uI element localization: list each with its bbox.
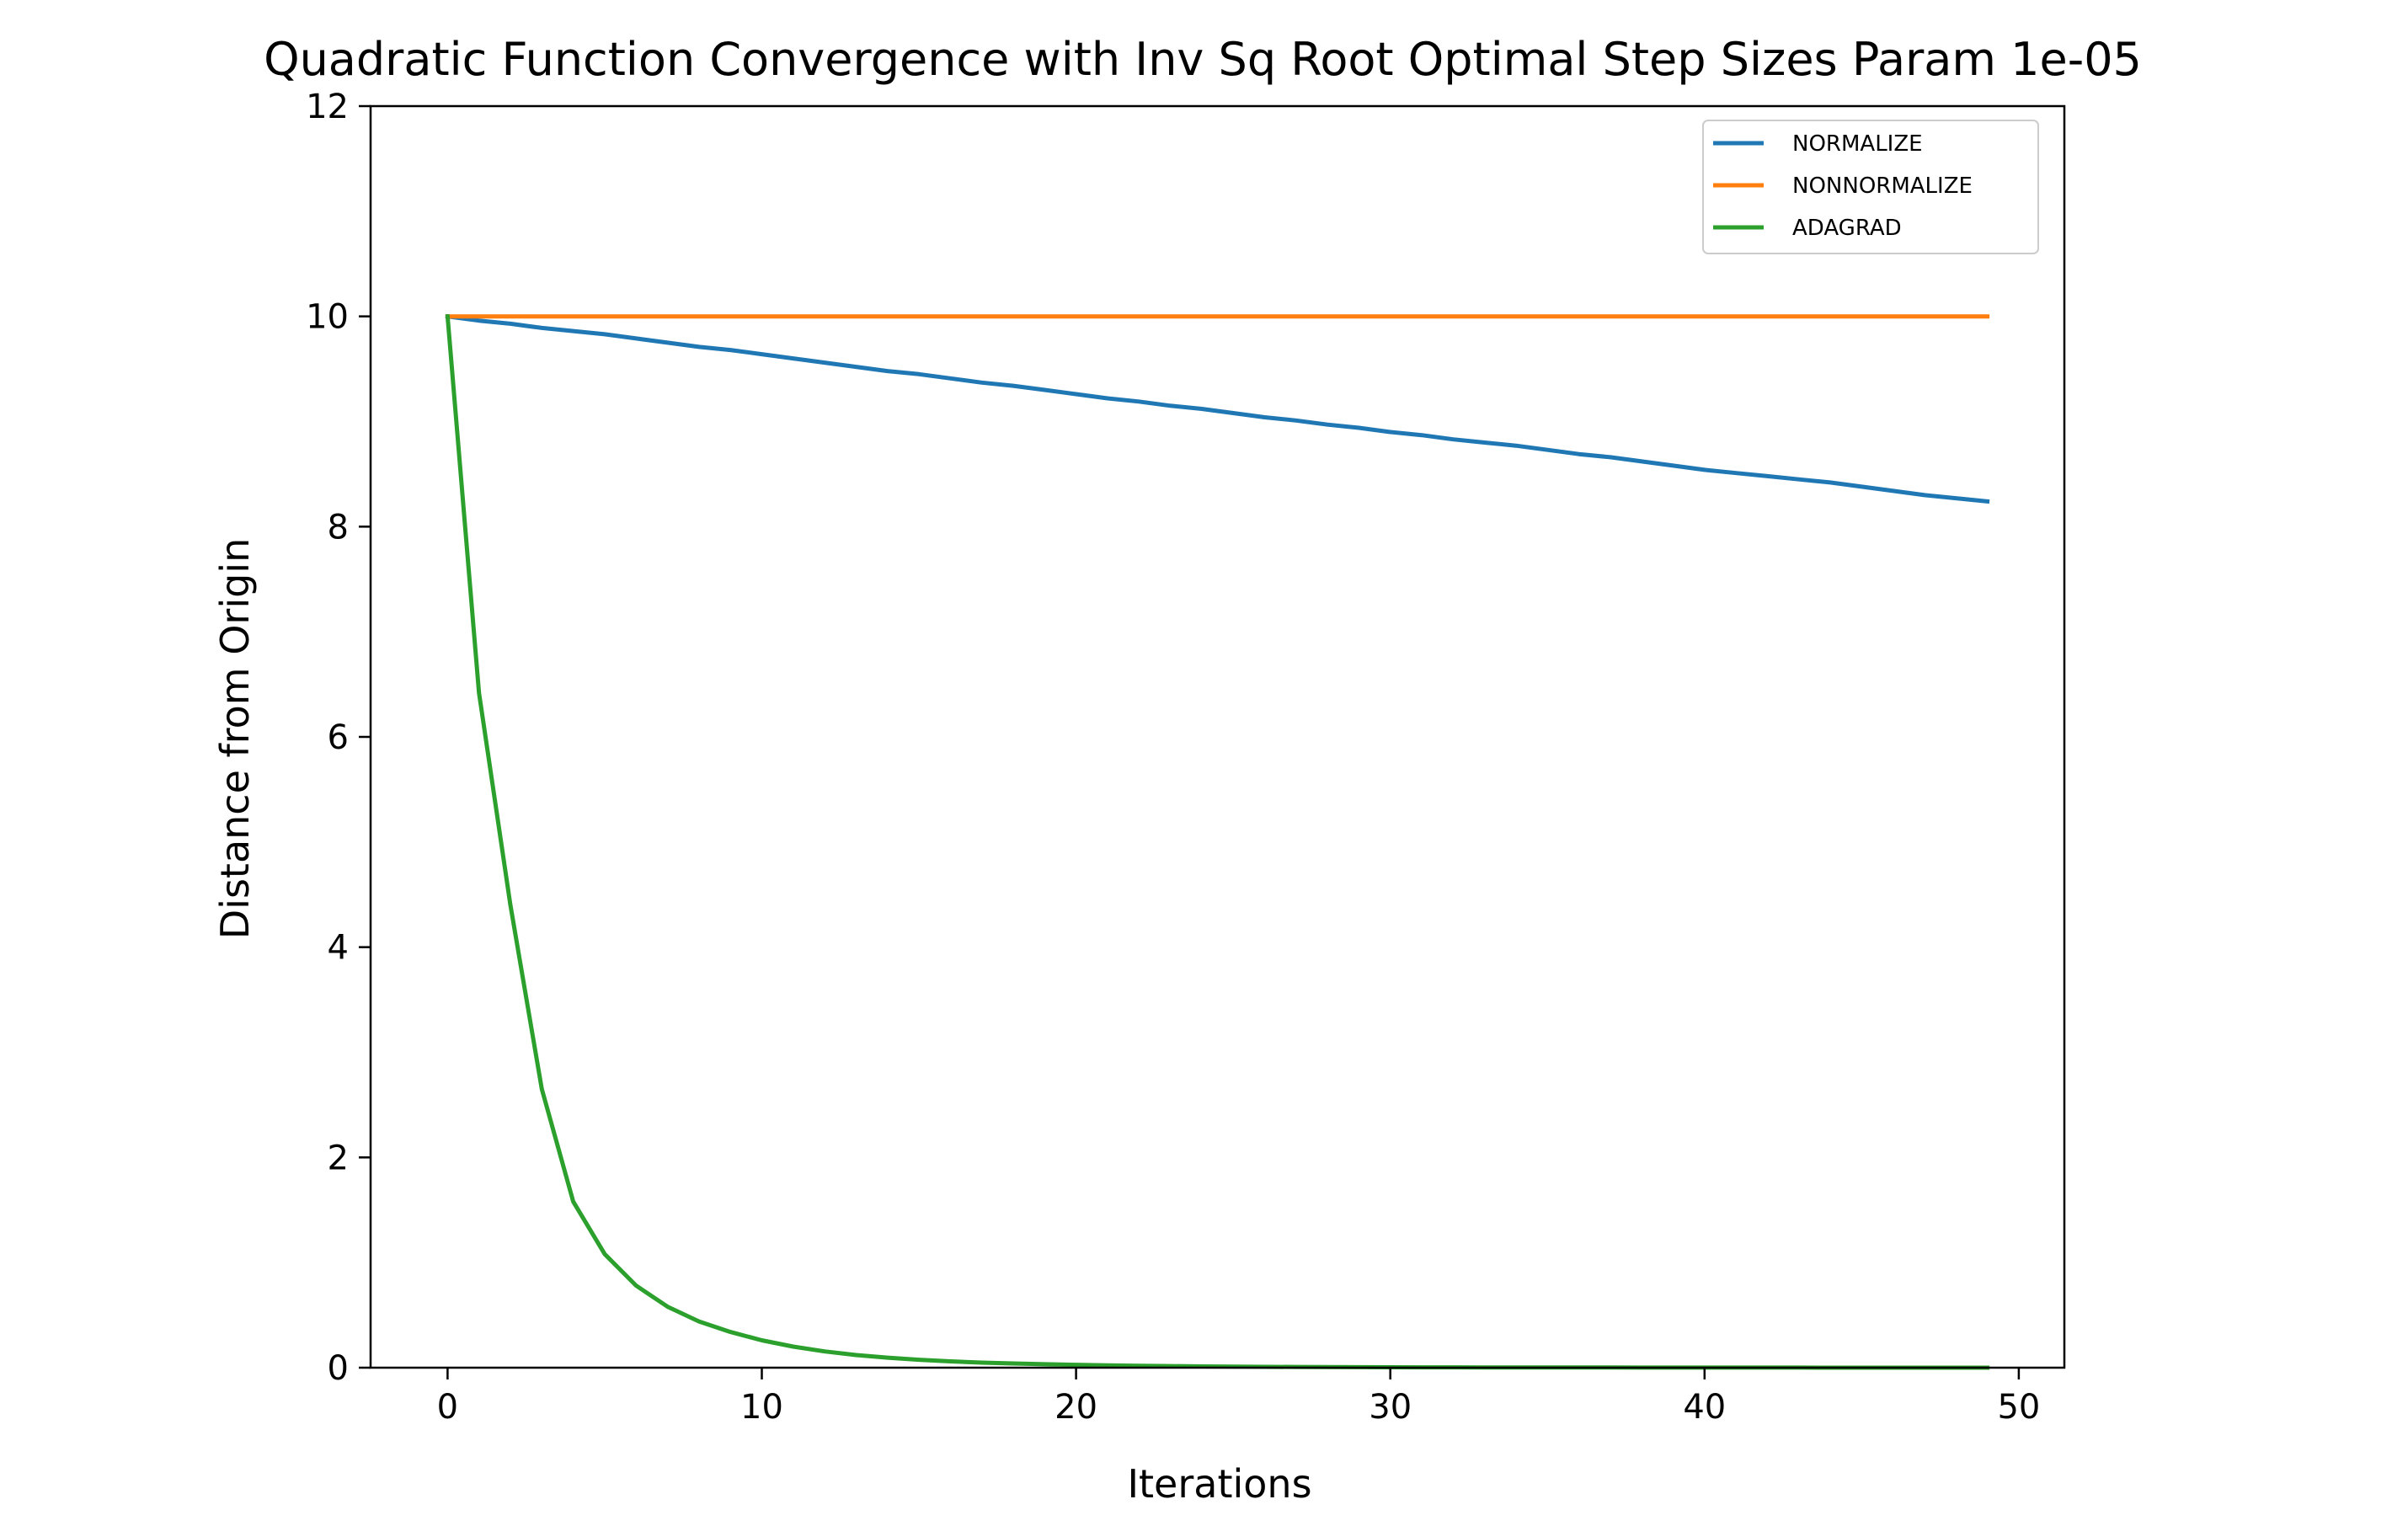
y-axis-label: Distance from Origin: [212, 538, 258, 939]
x-axis: 0 10 20 30 40 50: [437, 1368, 2040, 1427]
x-tick-label: 0: [437, 1388, 458, 1427]
legend-label-normalize: NORMALIZE: [1792, 131, 1923, 157]
y-tick-label: 4: [328, 929, 349, 968]
y-tick-label: 2: [328, 1139, 349, 1177]
series-line-normalize: [445, 313, 1990, 504]
y-tick-label: 0: [328, 1349, 349, 1388]
x-tick-label: 50: [1997, 1388, 2040, 1427]
y-axis: 0 2 4 6 8 10 12: [306, 88, 371, 1388]
plot-frame: [369, 104, 2066, 1369]
x-tick-label: 10: [740, 1388, 783, 1427]
legend: NORMALIZE NONNORMALIZE ADAGRAD: [1702, 120, 2039, 254]
chart-title: Quadratic Function Convergence with Inv …: [264, 33, 2142, 86]
plot-area: [369, 104, 2066, 1370]
y-tick-label: 10: [306, 298, 349, 337]
x-tick-label: 40: [1683, 1388, 1726, 1427]
y-tick-label: 6: [328, 718, 349, 757]
legend-label-adagrad: ADAGRAD: [1792, 216, 1902, 241]
legend-box: [1702, 120, 2039, 254]
x-tick-label: 30: [1369, 1388, 1412, 1427]
x-axis-label: Iterations: [1127, 1461, 1311, 1507]
legend-label-nonnormalize: NONNORMALIZE: [1792, 173, 1973, 199]
y-tick-label: 12: [306, 88, 349, 126]
y-tick-label: 8: [328, 508, 349, 547]
x-tick-label: 20: [1055, 1388, 1097, 1427]
